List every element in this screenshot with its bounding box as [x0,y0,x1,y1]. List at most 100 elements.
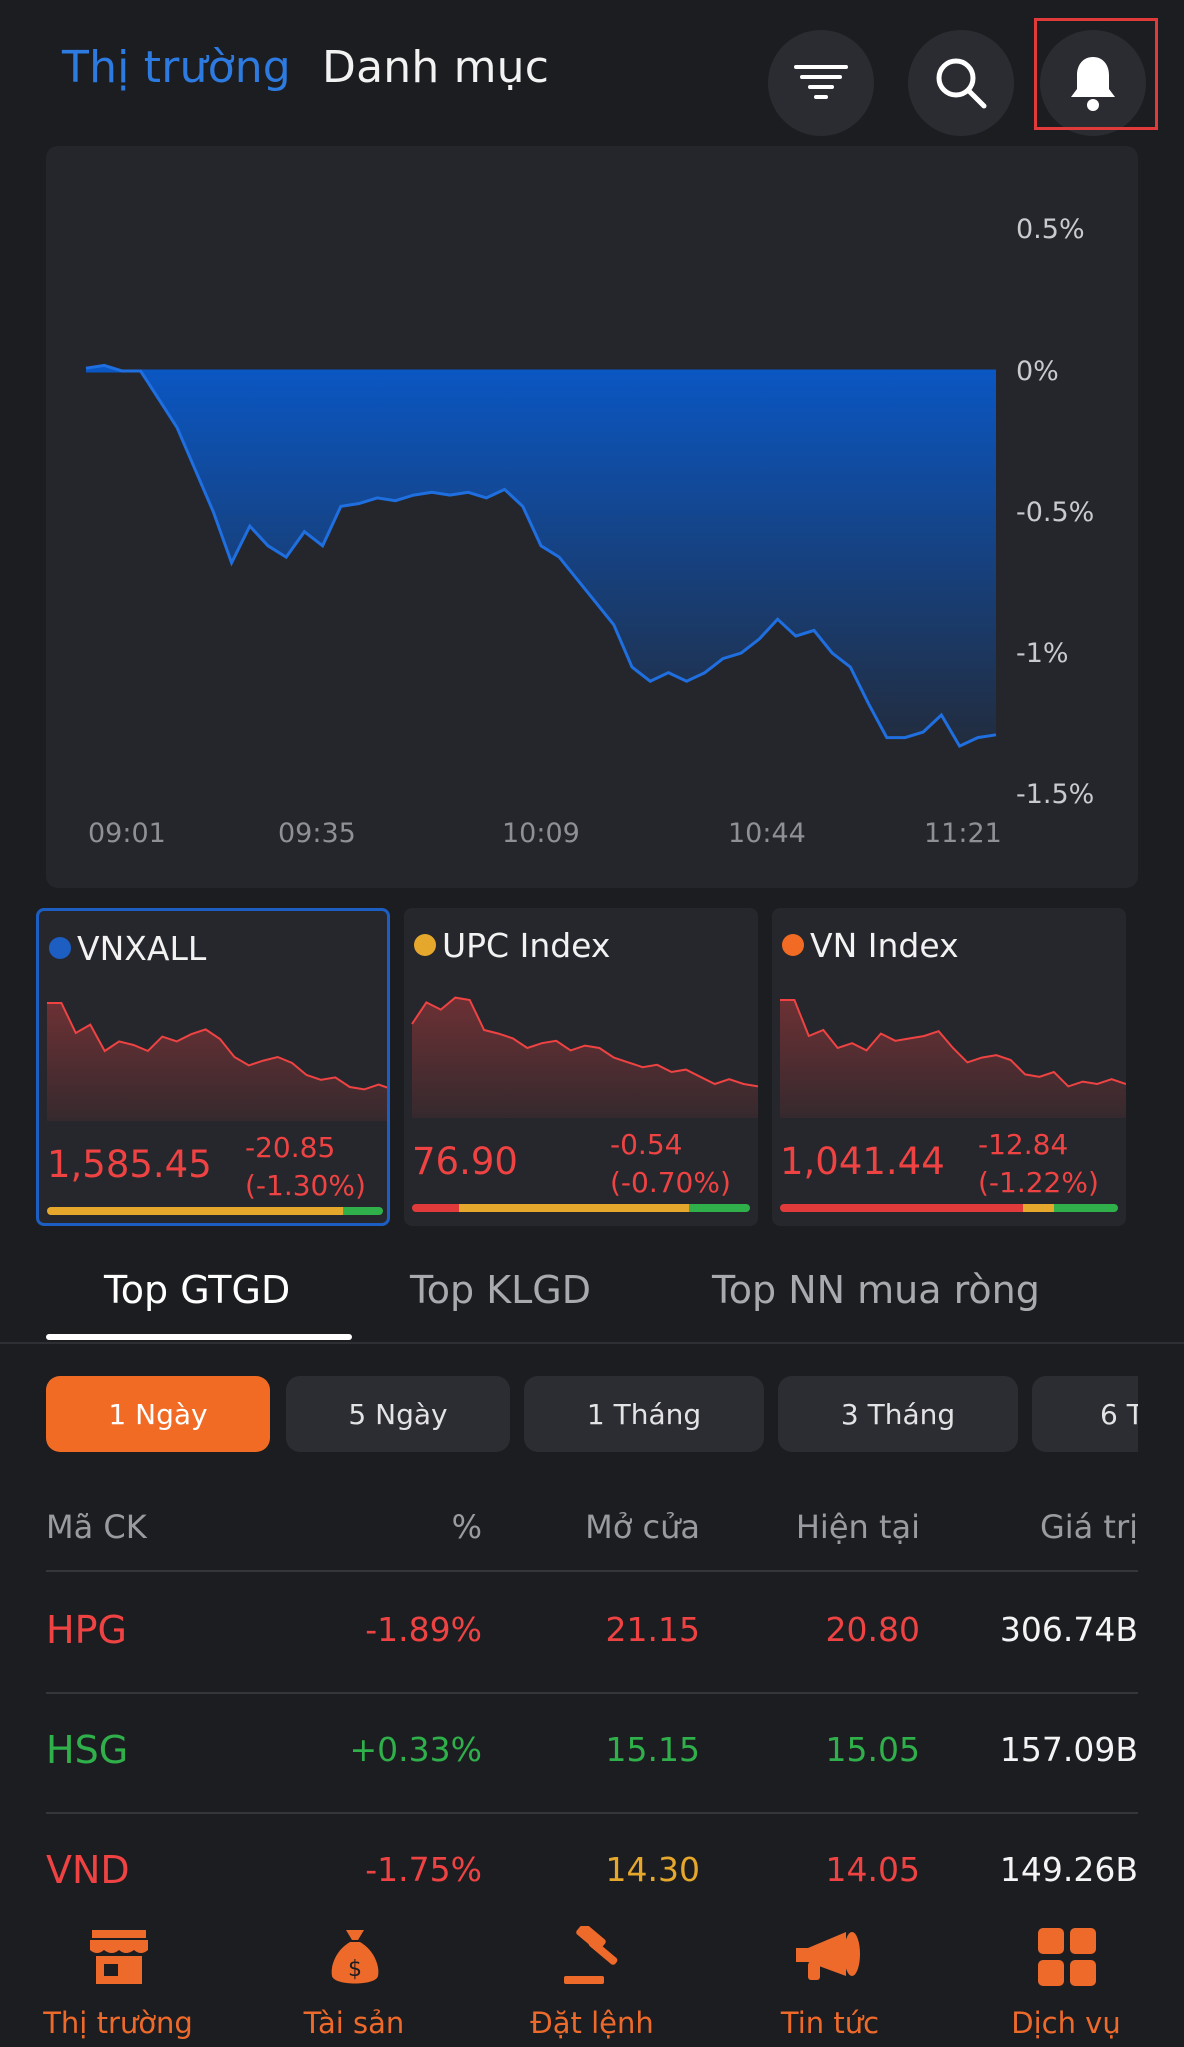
index-value: 1,041.44 [780,1140,945,1183]
trade-value: 306.74B [999,1610,1138,1649]
tab-top-nn[interactable]: Top NN mua ròng [712,1268,1040,1312]
x-tick-label: 09:01 [88,818,166,849]
divider [46,1570,1138,1572]
col-header-open[interactable]: Mở cửa [585,1508,700,1546]
y-tick-label: -1% [1016,638,1069,669]
index-change: -0.54 (-0.70%) [610,1128,731,1199]
breadth-segment [459,1204,690,1212]
period-chip-clip: 6 T [1032,1376,1138,1452]
index-value: 76.90 [412,1140,518,1183]
index-card-upc[interactable]: UPC Index 76.90 -0.54 (-0.70%) [404,908,758,1226]
index-dot [49,937,71,959]
tab-market[interactable]: Thị trường [62,42,291,93]
nav-label: Thị trường [43,2006,193,2040]
tab-portfolio[interactable]: Danh mục [322,42,550,93]
active-tab-indicator [46,1334,352,1340]
breadth-bar [47,1207,383,1215]
period-1-month[interactable]: 1 Tháng [524,1376,764,1452]
nav-label: Dịch vụ [1011,2006,1121,2040]
divider [46,1692,1138,1694]
y-tick-label: 0% [1016,356,1059,387]
breadth-segment [1023,1204,1054,1212]
breadth-bar [412,1204,750,1212]
x-tick-label: 10:44 [728,818,806,849]
divider [46,1812,1138,1814]
change-pct: -1.89% [365,1610,482,1649]
index-value: 1,585.45 [47,1143,212,1186]
sparkline-line [47,1002,387,1091]
market-chart-plot [85,363,997,749]
trade-value: 149.26B [999,1850,1138,1889]
breadth-segment [342,1207,383,1215]
filter-button[interactable] [768,30,874,136]
col-header-value[interactable]: Giá trị [1039,1508,1138,1546]
period-5-days[interactable]: 5 Ngày [286,1376,510,1452]
breadth-bar [780,1204,1118,1212]
svg-text:$: $ [348,1957,362,1982]
x-tick-label: 10:09 [502,818,580,849]
stock-symbol: VND [46,1848,130,1892]
search-icon [936,58,987,109]
nav-label: Tài sản [303,2006,405,2040]
index-card-vnindex[interactable]: VN Index 1,041.44 -12.84 (-1.22%) [772,908,1126,1226]
tab-top-gtgd[interactable]: Top GTGD [104,1268,291,1312]
sparkline-line [411,996,758,1088]
sparkline-fill [780,1000,1126,1118]
filter-icon [794,65,848,99]
x-tick-label: 11:21 [924,818,1002,849]
store-icon [90,1930,148,1984]
index-card-vnxall[interactable]: VNXALL 1,585.45 -20.85 (-1.30%) [36,908,390,1226]
breadth-segment [412,1204,460,1212]
index-name: UPC Index [442,926,611,965]
index-name: VN Index [810,926,959,965]
index-dot [782,934,804,956]
bottom-navigation: Thị trường $ Tài sản Đặt lệnh Tin tức [0,1904,1184,2047]
index-sparkline [411,996,758,1118]
stock-symbol: HPG [46,1608,127,1652]
sparkline-fill [47,1003,387,1121]
notification-button[interactable] [1040,30,1146,136]
nav-label: Đặt lệnh [530,2006,654,2040]
period-3-months[interactable]: 3 Tháng [778,1376,1018,1452]
y-tick-label: -0.5% [1016,497,1095,528]
tab-top-klgd[interactable]: Top KLGD [410,1268,592,1312]
chart-area-fill [86,365,996,747]
current-price: 15.05 [825,1730,920,1769]
index-change: -20.85 (-1.30%) [245,1131,366,1202]
period-6-months[interactable]: 6 T [1032,1376,1138,1452]
market-chart[interactable]: 0.5% 0% -0.5% -1% -1.5% 09:01 09:35 10:0… [46,146,1138,888]
y-tick-label: 0.5% [1016,214,1085,245]
sparkline-fill [412,997,758,1118]
money-bag-icon: $ [331,1930,379,1984]
bell-icon [1071,57,1115,111]
change-pct: -1.75% [365,1850,482,1889]
period-1-day[interactable]: 1 Ngày [46,1376,270,1452]
breadth-segment [47,1207,343,1215]
search-button[interactable] [908,30,1014,136]
grid-icon [1038,1928,1096,1986]
y-tick-label: -1.5% [1016,779,1095,810]
open-price: 15.15 [605,1730,700,1769]
index-change: -12.84 (-1.22%) [978,1128,1099,1199]
gavel-icon [564,1926,618,1984]
sparkline-line [780,999,1126,1088]
col-header-current[interactable]: Hiện tại [795,1508,920,1546]
trade-value: 157.09B [999,1730,1138,1769]
index-dot [414,934,436,956]
change-pct: +0.33% [349,1730,482,1769]
breadth-segment [1053,1204,1118,1212]
index-sparkline [47,1002,387,1121]
breadth-segment [689,1204,750,1212]
col-header-symbol[interactable]: Mã CK [46,1508,147,1546]
open-price: 14.30 [605,1850,700,1889]
highlight-frame [1034,18,1158,130]
megaphone-icon [796,1932,860,1980]
open-price: 21.15 [605,1610,700,1649]
current-price: 20.80 [825,1610,920,1649]
breadth-segment [780,1204,1024,1212]
nav-label: Tin tức [780,2006,880,2040]
index-sparkline [780,999,1126,1118]
col-header-pct[interactable]: % [451,1508,482,1546]
index-name: VNXALL [77,929,207,968]
x-tick-label: 09:35 [278,818,356,849]
